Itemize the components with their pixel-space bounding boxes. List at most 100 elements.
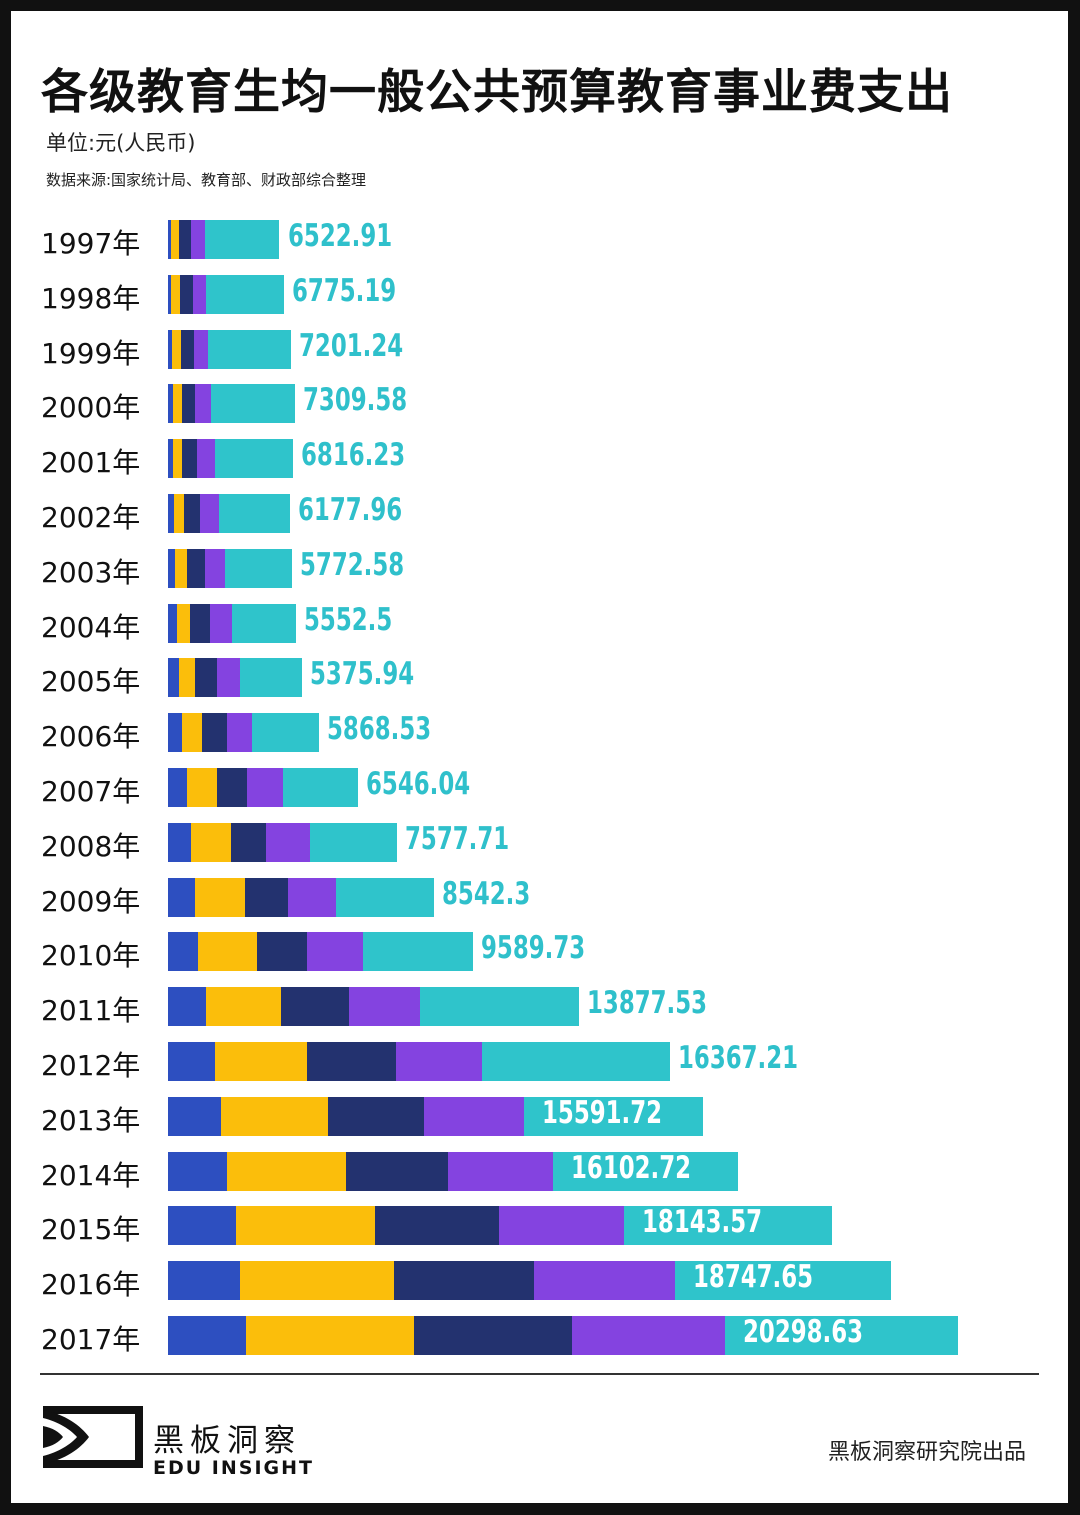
year-label: 2009年	[41, 884, 141, 918]
bar-segment-3	[394, 1261, 535, 1301]
bar-segment-4	[193, 329, 208, 369]
bar-segment-4	[287, 877, 337, 917]
year-label: 2012年	[41, 1049, 141, 1082]
bar-segment-5	[724, 1316, 958, 1355]
data-label: 7201.24	[298, 327, 403, 364]
bar-segment-1	[168, 439, 174, 479]
brand-name-cn: 黑板洞察	[153, 1423, 301, 1459]
bar-segment-1	[168, 822, 192, 862]
stacked-bar	[168, 932, 473, 972]
bar-segment-2	[197, 932, 257, 972]
infographic-card: 各级教育生均一般公共预算教育事业费支出 单位:元(人民币) 数据来源:国家统计局…	[11, 11, 1068, 1503]
bar-segment-3	[181, 384, 196, 424]
bar-segment-1	[168, 220, 172, 259]
year-label: 2004年	[41, 610, 141, 644]
bar-segment-5	[675, 1261, 891, 1301]
bar-segment-3	[374, 1206, 499, 1246]
bar-segment-5	[204, 220, 280, 259]
bar-segment-5	[552, 1151, 738, 1191]
bar-segment-5	[206, 274, 284, 314]
year-label: 2011年	[41, 994, 141, 1028]
bar-segment-5	[225, 548, 292, 588]
brand-name-en: EDU INSIGHT	[153, 1457, 314, 1479]
bar-segment-3	[327, 1096, 424, 1136]
bar-segment-1	[168, 1316, 247, 1355]
bar-segment-5	[218, 494, 290, 533]
data-label: 6546.04	[366, 766, 471, 802]
bar-segment-5	[482, 1042, 671, 1081]
data-label: 5552.5	[303, 601, 392, 638]
bar-segment-4	[217, 658, 241, 698]
stacked-bar	[168, 987, 580, 1027]
unit-label: 单位:元(人民币)	[46, 131, 196, 155]
bar-segment-4	[307, 932, 363, 972]
bar-segment-3	[307, 1042, 396, 1081]
stacked-bar	[168, 274, 284, 314]
bar-segment-4	[226, 713, 252, 753]
bar-segment-2	[181, 713, 202, 753]
bar-segment-3	[182, 439, 198, 479]
stacked-bar	[168, 1316, 958, 1355]
bar-segment-5	[310, 822, 398, 862]
stacked-bar	[168, 329, 291, 369]
bar-segment-2	[171, 220, 180, 259]
bar-segment-2	[179, 658, 196, 698]
bar-segment-5	[207, 329, 291, 369]
bar-segment-4	[349, 987, 420, 1027]
bar-segment-2	[175, 548, 188, 588]
year-label: 2016年	[41, 1268, 141, 1302]
data-label: 6775.19	[291, 272, 397, 309]
bar-segment-4	[204, 548, 226, 588]
data-label: 16367.21	[678, 1040, 799, 1076]
stacked-bar	[168, 658, 302, 698]
bar-segment-2	[186, 768, 218, 807]
year-label: 2000年	[41, 391, 141, 425]
bar-segment-5	[419, 987, 580, 1027]
bar-segment-4	[423, 1096, 524, 1136]
data-label: 6177.96	[297, 492, 402, 528]
data-label: 18747.65	[693, 1259, 814, 1296]
year-label: 2014年	[41, 1158, 141, 1192]
bar-segment-3	[245, 877, 288, 917]
bar-segment-1	[168, 274, 172, 314]
footer-divider	[40, 1373, 1039, 1375]
bar-segment-4	[498, 1206, 624, 1246]
bar-segment-3	[183, 494, 200, 533]
data-label: 13877.53	[587, 985, 708, 1022]
source-label: 数据来源:国家统计局、教育部、财政部综合整理	[46, 171, 367, 189]
bar-segment-4	[572, 1316, 725, 1355]
bar-segment-5	[240, 658, 302, 698]
bar-segment-2	[176, 603, 191, 643]
bar-segment-4	[395, 1042, 483, 1081]
bar-segment-4	[197, 439, 215, 479]
year-label: 2007年	[41, 775, 141, 808]
bar-segment-1	[168, 1206, 236, 1246]
bar-segment-2	[173, 494, 184, 533]
year-label: 2013年	[41, 1103, 141, 1137]
bar-segment-2	[226, 1151, 346, 1191]
bar-segment-4	[191, 220, 205, 259]
bar-segment-5	[623, 1206, 832, 1246]
data-label: 6816.23	[300, 437, 406, 474]
data-label: 16102.72	[570, 1149, 692, 1186]
bar-segment-1	[168, 987, 207, 1027]
data-label: 5772.58	[299, 546, 404, 583]
bar-segment-1	[168, 1096, 221, 1136]
stacked-bar	[168, 1261, 891, 1301]
bar-segment-4	[266, 822, 311, 862]
stacked-bar	[168, 822, 398, 862]
bar-segment-3	[413, 1316, 573, 1355]
bar-segment-5	[283, 768, 359, 807]
bar-segment-2	[235, 1206, 375, 1246]
stacked-bar	[168, 220, 280, 259]
bar-segment-3	[190, 603, 211, 643]
bar-segment-4	[247, 768, 284, 807]
page-title: 各级教育生均一般公共预算教育事业费支出	[41, 65, 953, 120]
stacked-bar	[168, 603, 296, 643]
bar-segment-1	[168, 1151, 227, 1191]
bar-segment-3	[195, 658, 218, 698]
bar-segment-2	[173, 439, 183, 479]
bar-segment-1	[168, 658, 180, 698]
year-label: 2015年	[41, 1213, 141, 1247]
bar-segment-2	[206, 987, 281, 1027]
